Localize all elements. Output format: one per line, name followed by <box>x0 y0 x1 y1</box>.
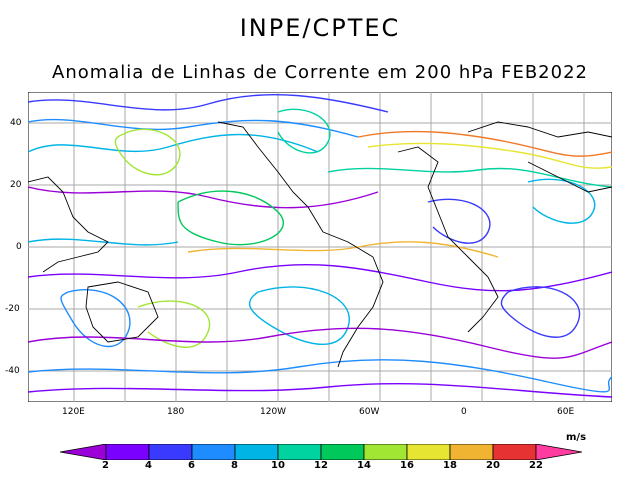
colorbar <box>60 444 582 460</box>
map-canvas <box>28 92 612 402</box>
colorbar-label: 2 <box>102 460 109 471</box>
x-tick-label: 60E <box>557 407 575 417</box>
x-tick-label: 120W <box>260 407 287 417</box>
colorbar-units: m/s <box>566 432 587 443</box>
x-tick-label: 0 <box>461 407 467 417</box>
streamline-map: 40 20 0 -20 -40 <box>5 92 612 402</box>
y-tick-label: -20 <box>5 304 20 314</box>
y-tick-label: -40 <box>5 366 20 376</box>
agency-title: INPE/CPTEC <box>239 14 401 42</box>
colorbar-label: 8 <box>231 460 238 471</box>
colorbar-label: 4 <box>145 460 152 471</box>
colorbar-label: 14 <box>357 460 371 471</box>
x-tick-label: 120E <box>62 407 85 417</box>
x-tick-label: 60W <box>359 407 380 417</box>
colorbar-label: 10 <box>271 460 285 471</box>
colorbar-label: 22 <box>529 460 543 471</box>
colorbar-label: 12 <box>314 460 328 471</box>
colorbar-label: 18 <box>443 460 457 471</box>
map-title: Anomalia de Linhas de Corrente em 200 hP… <box>52 62 588 83</box>
colorbar-label: 6 <box>188 460 195 471</box>
colorbar-label: 20 <box>486 460 500 471</box>
y-tick-label: 20 <box>10 180 22 190</box>
y-tick-label: 40 <box>10 118 22 128</box>
y-tick-label: 0 <box>16 242 22 252</box>
x-tick-label: 180 <box>167 407 185 417</box>
coastlines <box>28 121 612 368</box>
colorbar-label: 16 <box>400 460 414 471</box>
streamlines <box>28 93 612 398</box>
